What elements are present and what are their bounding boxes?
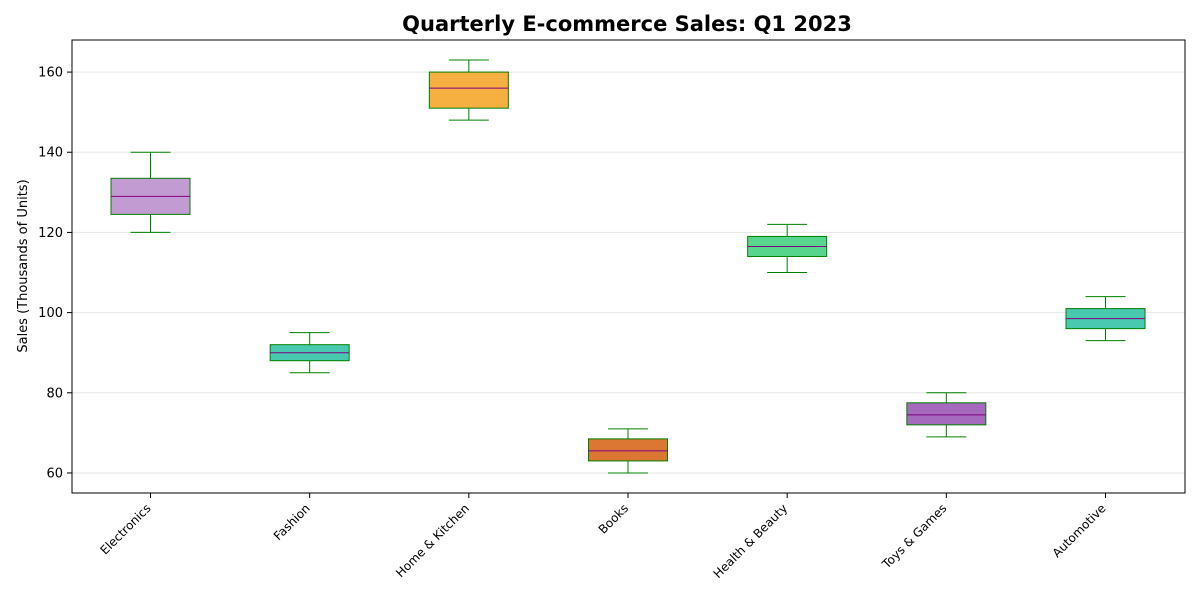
box-body-books <box>588 438 668 462</box>
x-tick-label-books: Books <box>596 501 631 536</box>
y-tick-label-100: 100 <box>38 306 63 321</box>
y-tick-label-60: 60 <box>46 466 63 481</box>
x-tick-label-automotive: Automotive <box>1050 501 1109 560</box>
boxes-layer <box>110 59 1146 474</box>
box-books <box>588 428 668 474</box>
box-body-toys-and-games <box>906 402 987 426</box>
y-tick-label-140: 140 <box>38 146 63 161</box>
x-tick-label-toys-and-games: Toys & Games <box>879 501 950 572</box>
box-toys-and-games <box>906 392 987 438</box>
x-tick-label-electronics: Electronics <box>97 501 153 557</box>
y-tick-label-80: 80 <box>46 386 63 401</box>
x-tick-label-fashion: Fashion <box>271 501 313 543</box>
box-fashion <box>269 332 350 374</box>
box-health-and-beauty <box>747 223 828 274</box>
y-tick-label-120: 120 <box>38 226 63 241</box>
box-home-and-kitchen <box>428 59 509 121</box>
grid-lines <box>72 71 1185 474</box>
x-tick-label-health-and-beauty: Health & Beauty <box>711 501 791 581</box>
y-axis-label: Sales (Thousands of Units) <box>16 179 31 352</box>
box-body-home-and-kitchen <box>428 71 509 109</box>
x-tick-label-home-and-kitchen: Home & Kitchen <box>393 501 472 580</box>
box-electronics <box>110 151 191 233</box>
plot-frame <box>71 39 1186 494</box>
box-automotive <box>1065 296 1146 342</box>
chart-title: Quarterly E-commerce Sales: Q1 2023 <box>402 12 852 36</box>
axes-layer: 60 80 100 120 140 160 Electronics Fashion Home &… <box>38 39 1186 581</box>
y-tick-label-160: 160 <box>38 66 63 81</box>
